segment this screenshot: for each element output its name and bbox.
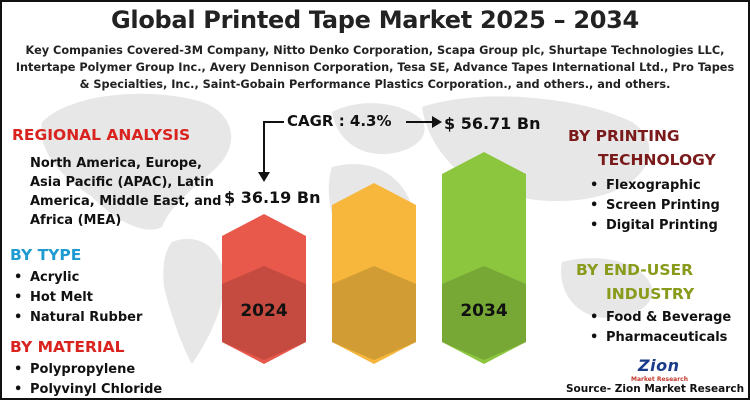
arrow-head-icon xyxy=(258,172,270,182)
value-2024-label: $ 36.19 Bn xyxy=(224,188,320,207)
arrow-to-2024 xyxy=(264,122,284,174)
zion-logo: Zion xyxy=(638,356,679,375)
category-label-2024: 2024 xyxy=(240,301,287,321)
arrow-head-icon xyxy=(432,116,442,128)
source-text: Source- Zion Market Research xyxy=(566,383,744,395)
zion-logo-subtitle: Market Research xyxy=(631,376,688,383)
bar-base-hexagon xyxy=(332,266,416,360)
value-2034-label: $ 56.71 Bn xyxy=(444,114,540,133)
category-label-2034: 2034 xyxy=(460,301,507,321)
cagr-label: CAGR : 4.3% xyxy=(287,112,392,130)
